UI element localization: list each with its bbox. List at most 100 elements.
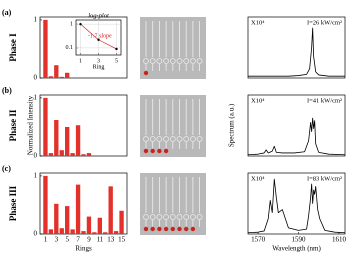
ring	[169, 136, 176, 142]
ring	[143, 214, 149, 220]
phase-label: Phase II	[8, 109, 18, 141]
annotation: X10⁴	[251, 19, 265, 26]
data-point	[79, 22, 82, 26]
y-tick-label: 1	[34, 172, 38, 180]
ring	[183, 58, 190, 64]
ring	[176, 214, 183, 220]
lasing-spot	[143, 226, 149, 232]
x-tick-label: 7	[76, 236, 80, 244]
x-tick-label: 5	[115, 58, 118, 64]
lasing-spot	[163, 226, 169, 232]
bar	[75, 125, 81, 156]
x-tick-label: 9	[87, 236, 91, 244]
bar	[81, 231, 86, 234]
ring	[190, 214, 196, 220]
bar	[43, 19, 48, 78]
bar	[103, 232, 108, 234]
bar	[108, 186, 113, 234]
lasing-spot	[143, 148, 149, 154]
bar	[59, 76, 64, 78]
panel-label: (a)	[2, 8, 12, 17]
lasing-spot	[190, 226, 196, 232]
x-tick-label: 13	[107, 236, 115, 244]
bar	[54, 65, 59, 78]
y-tick-label: 1	[34, 16, 38, 24]
ring	[149, 58, 156, 64]
data-line	[247, 178, 346, 234]
lasing-spot	[143, 70, 149, 76]
ring	[169, 214, 176, 220]
ring	[156, 58, 163, 64]
annotation: -1.7 slope	[88, 33, 112, 39]
ring	[169, 58, 176, 64]
lasing-spot	[150, 148, 155, 154]
ring	[183, 136, 190, 142]
bar	[48, 229, 54, 234]
ring	[163, 58, 169, 64]
plot-frame	[39, 172, 128, 235]
micrographs	[140, 17, 206, 235]
ring	[163, 214, 169, 220]
ring	[156, 136, 163, 142]
y-tick-label: 0	[34, 74, 38, 82]
x-tick-label: 15	[118, 236, 126, 244]
ring	[196, 214, 203, 220]
bar	[43, 175, 48, 234]
bar	[75, 184, 81, 234]
bar	[86, 216, 92, 234]
ring	[176, 136, 183, 142]
phase-label: Phase III	[8, 185, 18, 221]
ring	[196, 136, 203, 142]
bar	[97, 217, 102, 234]
bar	[43, 97, 48, 156]
lasing-spot	[163, 148, 169, 154]
ring	[143, 58, 149, 64]
y-tick-label: 0	[34, 230, 38, 238]
x-tick-label: 1590	[292, 236, 307, 244]
bar	[92, 232, 97, 234]
x-tick-label: 1	[44, 236, 48, 244]
x-tick-label: 1	[79, 58, 82, 64]
annotation: I=26 kW/cm²	[307, 19, 342, 26]
lasing-spot	[150, 226, 155, 232]
lasing-spot	[157, 148, 162, 154]
ring	[156, 214, 163, 220]
bar	[86, 153, 92, 156]
y-axis-label: Spectrum (a.u.)	[228, 103, 236, 147]
ring	[143, 136, 149, 142]
x-axis-label: Rings	[75, 245, 92, 253]
phase-label: Phase I	[8, 33, 18, 62]
plot-frame	[247, 94, 346, 157]
lasing-spot	[184, 226, 189, 232]
x-tick-label: 3	[55, 236, 59, 244]
bar	[70, 229, 75, 234]
plot-frame	[247, 16, 346, 79]
x-axis-label: Ring	[93, 64, 105, 70]
bar	[70, 153, 75, 156]
y-tick-label: 0.1	[66, 45, 74, 51]
data-point	[97, 38, 100, 41]
bar	[48, 76, 54, 78]
x-tick-label: 1610	[332, 236, 347, 244]
lasing-spot	[170, 226, 175, 232]
ring	[196, 58, 203, 64]
y-tick-label: 1	[34, 94, 38, 102]
annotation: I=41 kW/cm²	[307, 97, 342, 104]
ring	[176, 58, 183, 64]
x-tick-label: 3	[97, 58, 100, 64]
bar	[65, 206, 70, 234]
bar	[81, 154, 86, 156]
bar	[119, 210, 124, 234]
lasing-spot	[177, 226, 182, 232]
annotation: I=83 kW/cm²	[307, 175, 342, 182]
ring	[190, 136, 196, 142]
panel-label: (b)	[2, 86, 12, 95]
bar	[48, 153, 54, 156]
data-line	[247, 117, 346, 156]
bar	[59, 228, 64, 234]
plot-frame	[39, 94, 128, 157]
bar	[113, 231, 119, 234]
inset-title: log-plot	[88, 12, 109, 19]
annotation: X10⁴	[251, 97, 265, 104]
